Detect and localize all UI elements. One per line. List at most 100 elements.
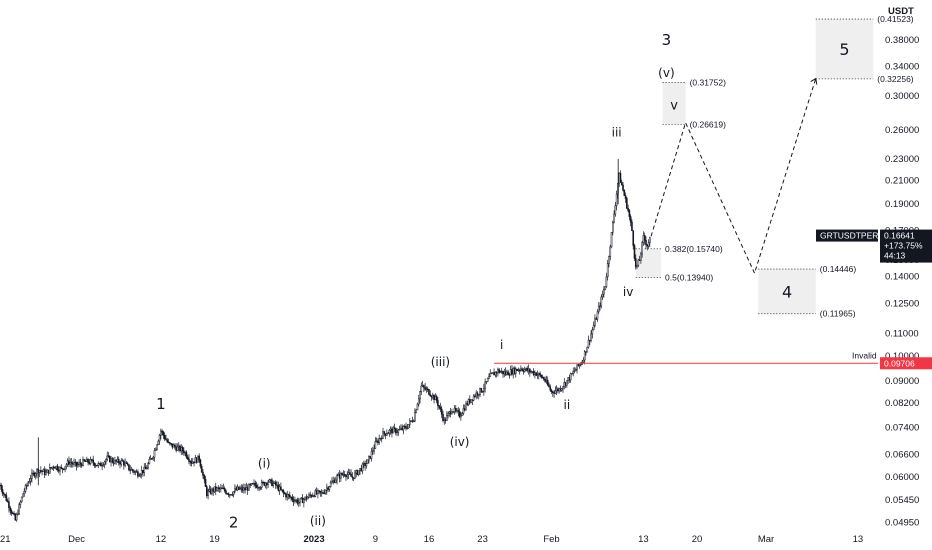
candle-body: [567, 377, 569, 381]
candle-body: [451, 411, 453, 415]
candle-body: [586, 346, 589, 353]
candle-body: [286, 494, 289, 498]
price-tick-label: 0.04950: [885, 518, 919, 529]
candle-body: [38, 470, 41, 473]
candle-body: [126, 463, 129, 465]
candle-body: [423, 385, 425, 388]
candle-body: [361, 463, 364, 472]
candle-body: [477, 394, 480, 396]
candle-body: [392, 427, 395, 434]
candle-body: [503, 371, 506, 375]
price-axis[interactable]: USDT 0.38000 0.34000 0.30000 0.26000 0.23000 0…: [885, 6, 919, 529]
candle-body: [183, 450, 185, 454]
candle-body: [356, 470, 359, 475]
candle-body: [102, 464, 105, 466]
zone-4-bottom-label: (0.11965): [820, 309, 856, 319]
candle-body: [184, 452, 186, 454]
candle-body: [633, 245, 636, 259]
candle-body: [323, 492, 326, 495]
candle-body: [402, 425, 405, 431]
candle-body: [149, 458, 152, 460]
candle-body: [366, 459, 369, 464]
time-axis[interactable]: 21 Dec 12 19 2023 9 16 23 Feb 13 20 Mar 13: [0, 534, 863, 545]
candle-body: [442, 414, 444, 421]
candle-body: [114, 459, 116, 464]
candle-body: [531, 371, 534, 373]
candle-body: [165, 438, 167, 441]
candle-body: [291, 497, 294, 500]
candle-body: [292, 499, 295, 502]
candle-body: [93, 462, 96, 466]
candle-body: [490, 372, 493, 375]
candle-body: [502, 370, 504, 375]
candle-body: [622, 184, 624, 191]
candle-body: [26, 485, 28, 487]
candle-body: [285, 493, 287, 498]
candle-body: [600, 296, 603, 307]
candle-body: [244, 487, 246, 491]
candle-body: [454, 407, 457, 411]
candle-body: [532, 371, 535, 375]
candle-body: [13, 513, 15, 515]
wave-label: (iii): [431, 355, 450, 369]
candle-body: [409, 420, 411, 425]
candle-body: [271, 479, 273, 486]
wave-label: (iv): [450, 435, 470, 449]
candle-body: [647, 242, 650, 247]
price-tick-label: 0.26000: [885, 125, 919, 136]
fib-label-1: 0.5(0.13940): [665, 273, 713, 283]
candle-body: [425, 388, 428, 390]
candle-body: [94, 464, 97, 467]
candle-body: [572, 371, 575, 374]
candle-body: [290, 496, 292, 499]
candle-body: [383, 431, 386, 434]
candle-body: [337, 474, 340, 477]
candle-body: [194, 457, 197, 464]
candle-body: [334, 479, 337, 483]
candle-body: [318, 490, 320, 492]
candle-body: [352, 477, 355, 479]
candle-body: [282, 490, 285, 494]
candle-body: [386, 433, 388, 436]
candle-body: [355, 470, 357, 474]
candle-body: [231, 494, 234, 496]
candle-body: [591, 329, 594, 335]
candle-body: [484, 381, 486, 389]
candle-body: [300, 497, 303, 500]
candle-body: [48, 467, 51, 474]
candle-body: [401, 427, 403, 431]
candle-body: [160, 430, 162, 436]
price-badges: GRTUSDTPERP 0.16641+173.75%44:13 Invalid 0.…: [816, 229, 932, 370]
candle-body: [57, 469, 60, 472]
projection-path: [650, 77, 818, 275]
candle-body: [320, 492, 323, 494]
candle-body: [613, 213, 615, 223]
candle-body: [70, 462, 73, 464]
candle-body: [609, 246, 612, 257]
candle-body: [456, 410, 458, 412]
candle-body: [506, 371, 508, 375]
candle-body: [195, 457, 198, 463]
candle-body: [463, 408, 466, 411]
candle-body: [119, 462, 121, 465]
candle-body: [6, 500, 9, 503]
candle-body: [188, 458, 190, 462]
candle-body: [185, 452, 188, 458]
invalid-label: Invalid: [852, 350, 877, 360]
candle-body: [138, 475, 140, 477]
candle-body: [15, 514, 18, 521]
zone-5-wave-label: 5: [839, 40, 849, 59]
candle-body: [197, 455, 199, 463]
candle-body: [601, 293, 604, 298]
candle-body: [309, 494, 312, 496]
candle-body: [641, 242, 643, 255]
zone-v-fill: [662, 82, 686, 125]
candle-body: [379, 437, 382, 440]
candle-body: [612, 221, 614, 233]
candle-body: [642, 235, 645, 243]
candle-body: [3, 493, 5, 495]
candle-body: [199, 459, 202, 467]
candle-body: [274, 481, 277, 486]
candle-body: [147, 463, 149, 469]
